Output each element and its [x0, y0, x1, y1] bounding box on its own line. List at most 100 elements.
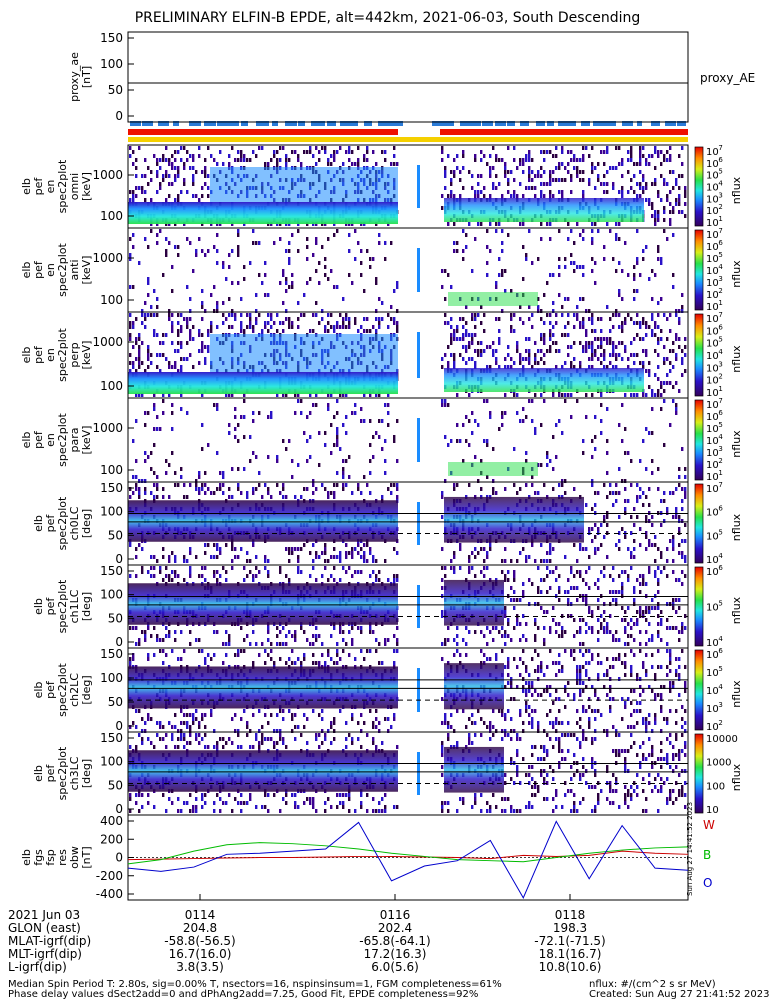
spectrogram-pixel — [141, 309, 144, 313]
spectrogram-pixel — [378, 570, 381, 574]
spectrogram-pixel — [444, 638, 447, 642]
spectrogram-pixel — [630, 483, 633, 487]
spectrogram-pixel — [528, 178, 531, 182]
spectrogram-pixel — [654, 373, 657, 377]
spectrogram-pixel — [576, 677, 579, 681]
spectrogram-pixel — [633, 622, 636, 626]
spectrogram-pixel — [327, 491, 330, 495]
spectrogram-pixel — [675, 657, 678, 661]
spectrogram-pixel — [132, 345, 135, 349]
spectrogram-pixel — [678, 515, 681, 519]
spectrogram-pixel — [321, 245, 324, 249]
spectrogram-pixel — [534, 174, 537, 178]
spectrogram-pixel — [525, 681, 528, 685]
spectrogram-pixel — [225, 317, 228, 321]
spectrogram-pixel — [675, 333, 678, 337]
spectrogram-pixel — [132, 721, 135, 725]
spectrogram-pixel — [564, 393, 567, 397]
spectrogram-pixel — [237, 555, 240, 559]
spectrogram-pixel — [177, 349, 180, 353]
spectrogram-pixel — [612, 638, 615, 642]
spectrogram-pixel — [147, 245, 150, 249]
spectrogram-pixel — [498, 273, 501, 277]
spectrogram-pixel — [483, 574, 486, 578]
spectrogram-pixel — [129, 198, 132, 202]
spectrogram-pixel — [369, 393, 372, 397]
spectrogram-pixel — [672, 515, 675, 519]
spectrogram-pixel — [531, 543, 534, 547]
spectrogram-pixel — [648, 361, 651, 365]
spectrogram-pixel — [351, 411, 354, 415]
spectrogram-pixel — [462, 249, 465, 253]
spectrogram-pixel — [129, 285, 132, 289]
spectrogram-pixel — [483, 439, 486, 443]
spectrogram-pixel — [594, 281, 597, 285]
spectrogram-pixel — [627, 642, 630, 646]
spectrogram-pixel — [189, 317, 192, 321]
spectrogram-pixel — [285, 547, 288, 551]
spectrogram-pixel — [366, 543, 369, 547]
spectrogram-pixel — [456, 154, 459, 158]
spectrogram-pixel — [651, 393, 654, 397]
spectrogram-pixel — [612, 341, 615, 345]
spectrogram-pixel — [678, 345, 681, 349]
spectrogram-pixel — [564, 630, 567, 634]
spectrogram-pixel — [501, 241, 504, 245]
spectrogram-pixel — [603, 602, 606, 606]
spectrogram-pixel — [135, 709, 138, 713]
spectrogram-pixel — [285, 289, 288, 293]
spectrogram-pixel — [540, 166, 543, 170]
spectrogram-pixel — [513, 194, 516, 198]
spectrogram-pixel — [279, 281, 282, 285]
spectrogram-pixel — [207, 329, 210, 333]
spectrogram-pixel — [504, 166, 507, 170]
spectrogram-pixel — [525, 701, 528, 705]
spectrogram-pixel — [672, 606, 675, 610]
spectrogram-pixel — [129, 313, 132, 317]
spectrogram-pixel — [165, 653, 168, 657]
spectrogram-pixel — [288, 261, 291, 265]
spectrogram-pixel — [519, 622, 522, 626]
spectrogram-pixel — [171, 313, 174, 317]
spectrogram-pixel — [657, 245, 660, 249]
status-bar-segment — [130, 121, 141, 126]
spectrogram-pixel — [621, 717, 624, 721]
spectrogram-pixel — [153, 154, 156, 158]
spectrogram-pixel — [615, 499, 618, 503]
spectrogram-pixel — [609, 602, 612, 606]
spectrogram-pixel — [180, 365, 183, 369]
spectrogram-pixel — [516, 559, 519, 563]
spectrogram-pixel — [441, 269, 444, 273]
spectrogram-pixel — [621, 357, 624, 361]
spectrogram-pixel — [135, 626, 138, 630]
spectrogram-pixel — [156, 427, 159, 431]
spectrogram-pixel — [537, 602, 540, 606]
spectrogram-pixel — [639, 170, 642, 174]
spectrogram-pixel — [342, 638, 345, 642]
spectrogram-pixel — [606, 669, 609, 673]
spectrogram-pixel — [504, 634, 507, 638]
spectrogram-pixel — [336, 653, 339, 657]
spectrogram-pixel — [270, 317, 273, 321]
spectrogram-pixel — [450, 566, 453, 570]
spectrogram-pixel — [231, 393, 234, 397]
spectrogram-pixel — [267, 487, 270, 491]
spectrogram-pixel — [642, 257, 645, 261]
spectrogram-pixel — [132, 190, 135, 194]
spectrogram-pixel — [213, 491, 216, 495]
spectrogram-pixel — [669, 381, 672, 385]
spectrogram-pixel — [333, 443, 336, 447]
spectrogram-pixel — [558, 622, 561, 626]
spectrogram-pixel — [204, 713, 207, 717]
spectrogram-pixel — [681, 162, 684, 166]
spectrogram-pixel — [144, 451, 147, 455]
spectrogram-pixel — [372, 325, 375, 329]
spectrogram-pixel — [282, 495, 285, 499]
spectrogram-pixel — [393, 547, 396, 551]
spectrogram-pixel — [606, 407, 609, 411]
spectrogram-pixel — [315, 313, 318, 317]
spectrogram-pixel — [369, 471, 372, 475]
spectrogram-pixel — [336, 431, 339, 435]
spectrogram-pixel — [195, 717, 198, 721]
spectrogram-pixel — [282, 321, 285, 325]
